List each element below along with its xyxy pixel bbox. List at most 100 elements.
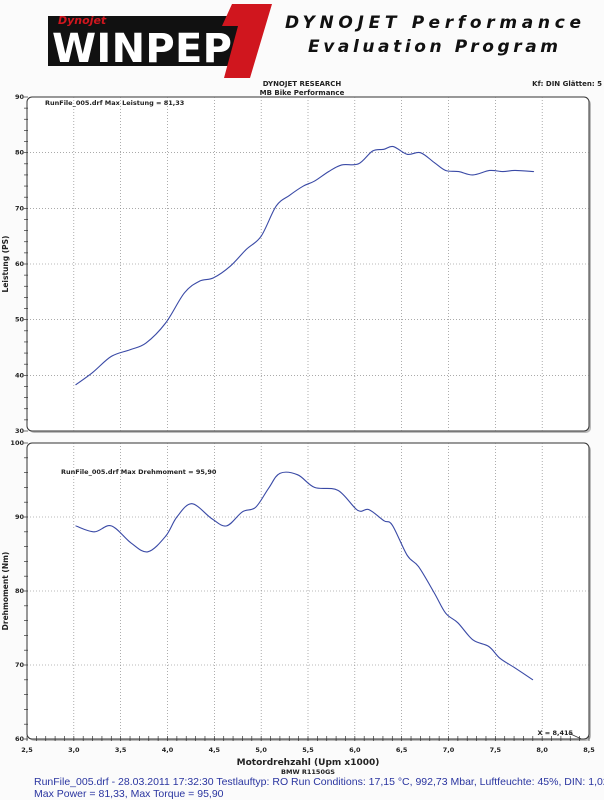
- run-info: RunFile_005.drf - 28.03.2011 17:32:30 Te…: [34, 776, 604, 788]
- logo-brand: Dynojet: [58, 14, 107, 27]
- subtitle-label: MB Bike Performance: [260, 89, 345, 97]
- data-point: [499, 657, 501, 659]
- data-point: [434, 592, 435, 594]
- x-tick-label: 5,0: [255, 746, 267, 754]
- data-point: [255, 506, 256, 508]
- x-axis-title: Motordrehzahl (Upm x1000): [237, 758, 380, 768]
- data-point: [392, 146, 394, 147]
- data-point: [502, 171, 504, 172]
- y-tick-label: 60: [15, 260, 25, 268]
- data-point: [75, 384, 77, 386]
- data-point: [165, 535, 167, 537]
- data-point: [260, 235, 262, 237]
- data-point: [445, 170, 447, 171]
- power-curve: [75, 145, 534, 386]
- y-axis-title: Leistung (PS): [1, 236, 10, 293]
- data-point: [532, 679, 534, 681]
- x-tick-label: 6,5: [396, 746, 408, 754]
- data-point: [94, 531, 95, 533]
- y-tick-label: 80: [15, 587, 25, 595]
- data-point: [383, 148, 385, 150]
- logo-main: WINPEP: [52, 26, 232, 72]
- data-point: [268, 487, 270, 489]
- settings-label: Kf: DIN Glätten: 5: [532, 80, 602, 88]
- y-tick-label: 50: [15, 316, 25, 324]
- data-point: [191, 503, 193, 505]
- data-point: [434, 162, 435, 164]
- torque-chart: 60 70 80 90 100 2,5 3,0 3,5 4,0 4,5 5,0 5,5 6,0 6,5 7,…: [1, 439, 595, 754]
- y-tick-label: 90: [15, 93, 25, 101]
- x-tick-label: 4,5: [209, 746, 221, 754]
- data-point: [418, 566, 419, 567]
- vehicle-label: BMW R1150GS: [281, 768, 335, 776]
- x-tick-label: 5,5: [302, 746, 314, 754]
- data-point: [212, 277, 214, 279]
- data-point: [211, 518, 212, 519]
- data-point: [341, 164, 343, 166]
- data-point: [176, 516, 178, 518]
- data-point: [533, 171, 535, 172]
- data-point: [489, 170, 491, 171]
- cursor-pointer: [568, 732, 582, 740]
- cursor-annotation: X = 8,415: [537, 729, 573, 737]
- y-tick-label: 80: [15, 149, 25, 157]
- data-point: [472, 174, 474, 176]
- x-tick-label: 3,5: [115, 746, 127, 754]
- data-point: [514, 170, 516, 171]
- data-point: [406, 153, 408, 155]
- power-chart: 30 40 50 60 70 80 90 Leistung (PS) RunFile_005.d…: [1, 93, 591, 435]
- data-point: [302, 185, 304, 187]
- y-tick-label: 60: [15, 735, 25, 743]
- legend-label: RunFile_005.drf Max Leistung = 81,33: [45, 99, 184, 107]
- data-point: [183, 292, 185, 294]
- y-tick-label: 90: [15, 513, 25, 521]
- data-point: [383, 520, 385, 522]
- x-tick-label: 7,5: [490, 746, 502, 754]
- data-point: [357, 509, 359, 511]
- data-point: [391, 524, 393, 526]
- y-tick-label: 70: [15, 204, 25, 212]
- data-point: [358, 163, 359, 165]
- data-point: [406, 555, 408, 556]
- data-point: [328, 171, 330, 172]
- legend-label: RunFile_005.drf Max Drehmoment = 95,90: [61, 468, 217, 476]
- data-point: [130, 542, 132, 544]
- data-point: [245, 249, 247, 250]
- data-point: [372, 150, 374, 152]
- data-point: [129, 349, 131, 351]
- data-point: [457, 622, 459, 624]
- data-point: [110, 525, 112, 527]
- data-point: [288, 195, 290, 196]
- y-tick-label: 40: [15, 371, 25, 379]
- data-point: [145, 342, 147, 344]
- x-tick-label: 6,0: [349, 746, 361, 754]
- data-point: [445, 612, 447, 614]
- title-line1: DYNOJET Performance: [285, 13, 581, 33]
- data-point: [488, 646, 490, 647]
- y-tick-label: 30: [15, 427, 25, 435]
- data-point: [147, 551, 149, 553]
- data-point: [242, 511, 243, 513]
- company-label: DYNOJET RESEARCH: [263, 80, 342, 88]
- x-tick-label: 8,0: [536, 746, 548, 754]
- x-tick-label: 8,5: [583, 746, 595, 754]
- data-point: [337, 489, 339, 491]
- data-point: [297, 474, 299, 476]
- data-point: [226, 525, 227, 527]
- data-point: [279, 472, 281, 474]
- data-point: [472, 639, 474, 641]
- x-tick-label: 3,0: [68, 746, 80, 754]
- data-point: [458, 171, 460, 172]
- data-point: [314, 487, 315, 488]
- data-point: [110, 356, 112, 357]
- y-tick-label: 100: [10, 439, 24, 447]
- y-tick-label: 70: [15, 661, 25, 669]
- x-tick-label: 4,0: [162, 746, 174, 754]
- data-point: [420, 152, 421, 154]
- data-point: [92, 372, 93, 373]
- x-tick-label: 7,0: [443, 746, 455, 754]
- max-values: Max Power = 81,33, Max Torque = 95,90: [34, 788, 224, 800]
- winpep-logo: Dynojet WINPEP: [48, 4, 272, 78]
- x-tick-label: 2,5: [21, 746, 33, 754]
